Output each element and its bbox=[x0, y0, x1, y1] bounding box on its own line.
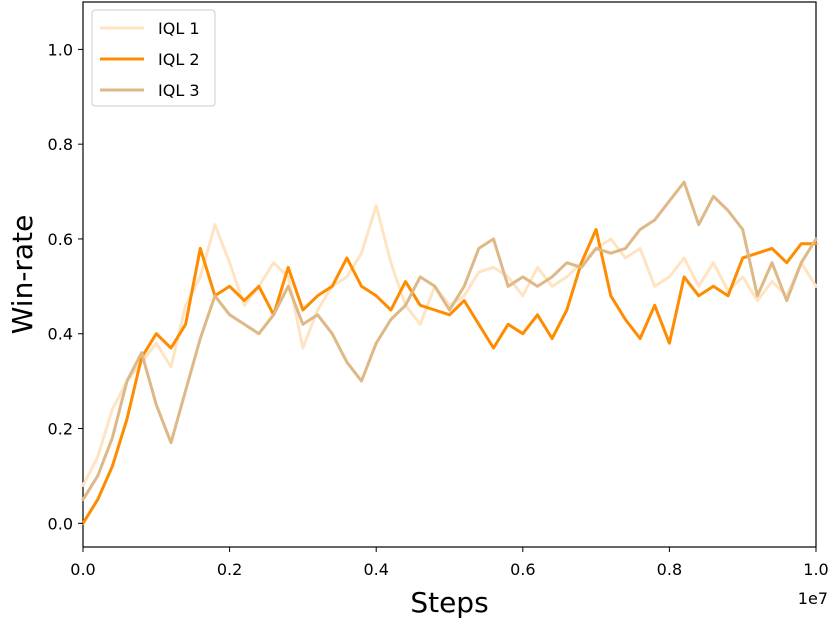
x-tick-label: 0.6 bbox=[510, 560, 535, 579]
plot-frame bbox=[82, 1, 817, 548]
y-axis: 0.0 0.2 0.4 0.6 0.8 1.0 bbox=[48, 40, 83, 533]
legend-label-2: IQL 2 bbox=[158, 50, 200, 69]
y-tick-label: 0.8 bbox=[48, 135, 73, 154]
x-tick-label: 0.2 bbox=[217, 560, 242, 579]
x-axis: 0.0 0.2 0.4 0.6 0.8 1.0 bbox=[70, 547, 829, 579]
series-line-2 bbox=[81, 228, 818, 525]
y-tick-label: 0.4 bbox=[48, 325, 73, 344]
x-tick-label: 0.8 bbox=[657, 560, 682, 579]
series-lines bbox=[81, 180, 818, 525]
x-axis-title: Steps bbox=[410, 586, 488, 619]
series-line-1 bbox=[81, 204, 818, 487]
x-axis-offset-label: 1e7 bbox=[798, 589, 828, 608]
y-axis-title: Win-rate bbox=[6, 215, 39, 335]
legend-label-1: IQL 1 bbox=[158, 19, 200, 38]
legend-label-3: IQL 3 bbox=[158, 81, 200, 100]
x-tick-label: 1.0 bbox=[803, 560, 828, 579]
y-tick-label: 0.0 bbox=[48, 514, 73, 533]
legend: IQL 1 IQL 2 IQL 3 bbox=[91, 9, 216, 107]
y-tick-label: 1.0 bbox=[48, 40, 73, 59]
x-tick-label: 0.4 bbox=[363, 560, 388, 579]
legend-box bbox=[91, 9, 216, 107]
y-tick-label: 0.2 bbox=[48, 420, 73, 439]
plot-area bbox=[81, 1, 818, 548]
series-line-3 bbox=[81, 180, 818, 502]
y-tick-label: 0.6 bbox=[48, 230, 73, 249]
x-tick-label: 0.0 bbox=[70, 560, 95, 579]
